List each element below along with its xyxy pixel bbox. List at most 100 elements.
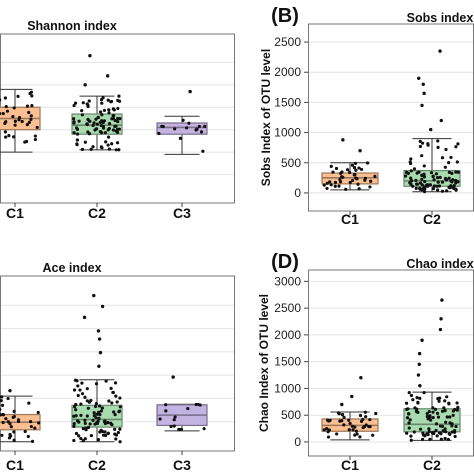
data-point bbox=[435, 434, 439, 438]
outlier-point bbox=[82, 315, 87, 320]
data-point bbox=[87, 99, 91, 103]
data-point bbox=[178, 136, 183, 141]
data-point bbox=[97, 410, 101, 414]
data-point bbox=[29, 90, 34, 94]
data-point bbox=[428, 415, 432, 419]
data-point bbox=[94, 127, 99, 131]
data-point bbox=[179, 427, 184, 431]
outlier-point bbox=[417, 76, 421, 80]
data-point bbox=[437, 184, 442, 188]
data-point bbox=[409, 169, 413, 173]
data-point bbox=[6, 396, 10, 401]
data-point bbox=[436, 139, 440, 143]
data-point bbox=[443, 436, 447, 441]
data-point bbox=[334, 166, 339, 171]
data-point bbox=[0, 403, 5, 407]
y-tick-label: 1500 bbox=[274, 355, 301, 369]
data-point bbox=[115, 130, 120, 134]
data-point bbox=[79, 402, 83, 406]
category-label: C1 bbox=[341, 211, 359, 227]
data-point bbox=[328, 180, 332, 184]
data-point bbox=[420, 177, 424, 181]
data-point bbox=[11, 115, 15, 119]
data-point bbox=[447, 170, 451, 174]
data-point bbox=[117, 127, 121, 131]
outlier-point bbox=[350, 394, 354, 399]
outlier-point bbox=[418, 384, 422, 388]
data-point bbox=[454, 188, 458, 192]
data-point bbox=[99, 98, 104, 102]
data-point bbox=[431, 406, 435, 410]
data-point bbox=[358, 413, 363, 418]
data-point bbox=[12, 135, 16, 139]
outlier-point bbox=[420, 103, 424, 108]
data-point bbox=[454, 424, 458, 429]
data-point bbox=[448, 186, 452, 190]
data-point bbox=[203, 124, 207, 129]
data-point bbox=[347, 428, 351, 432]
data-point bbox=[75, 142, 79, 146]
data-point bbox=[438, 175, 442, 179]
data-point bbox=[444, 147, 448, 152]
data-point bbox=[409, 393, 414, 398]
data-point bbox=[107, 147, 112, 151]
data-point bbox=[445, 415, 449, 419]
data-point bbox=[9, 425, 13, 429]
data-point bbox=[116, 106, 120, 111]
data-point bbox=[4, 135, 8, 139]
data-point bbox=[447, 401, 451, 405]
data-point bbox=[29, 424, 33, 429]
data-point bbox=[100, 146, 104, 150]
data-point bbox=[185, 126, 189, 130]
outlier-point bbox=[417, 362, 421, 367]
data-point bbox=[0, 112, 2, 116]
data-point bbox=[325, 186, 329, 191]
category-label: C2 bbox=[88, 205, 106, 221]
data-point bbox=[455, 401, 459, 405]
data-point bbox=[112, 108, 116, 112]
data-point bbox=[456, 180, 460, 184]
data-point bbox=[0, 98, 2, 102]
outlier-point bbox=[438, 49, 442, 53]
data-point bbox=[91, 418, 95, 422]
outlier-point bbox=[100, 304, 105, 309]
outlier-point bbox=[83, 83, 87, 87]
data-point bbox=[456, 405, 460, 409]
data-point bbox=[103, 131, 108, 135]
data-point bbox=[429, 171, 434, 175]
data-point bbox=[12, 409, 16, 413]
data-point bbox=[434, 428, 438, 433]
data-point bbox=[438, 396, 442, 400]
data-point bbox=[325, 426, 329, 431]
data-point bbox=[443, 409, 447, 413]
data-point bbox=[322, 428, 326, 432]
category-label: C2 bbox=[88, 457, 106, 473]
data-point bbox=[431, 416, 435, 420]
data-point bbox=[169, 424, 173, 429]
data-point bbox=[75, 132, 80, 136]
data-point bbox=[78, 388, 82, 392]
data-point bbox=[340, 419, 344, 423]
data-point bbox=[445, 395, 449, 399]
data-point bbox=[430, 431, 434, 435]
data-point bbox=[412, 167, 417, 171]
data-point bbox=[98, 120, 102, 124]
data-point bbox=[100, 113, 104, 117]
plot-frame bbox=[0, 275, 235, 452]
outlier-point bbox=[438, 327, 443, 332]
data-point bbox=[23, 140, 27, 144]
data-point bbox=[404, 170, 409, 174]
outlier-point bbox=[421, 82, 425, 87]
data-point bbox=[80, 392, 85, 396]
data-point bbox=[33, 137, 38, 142]
data-point bbox=[77, 119, 81, 123]
data-point bbox=[75, 138, 79, 142]
data-point bbox=[454, 170, 458, 174]
y-tick-label: 500 bbox=[281, 408, 301, 422]
data-point bbox=[23, 429, 27, 434]
data-point bbox=[450, 424, 454, 428]
data-point bbox=[17, 115, 22, 120]
data-point bbox=[97, 404, 102, 408]
data-point bbox=[95, 421, 100, 426]
data-point bbox=[107, 108, 111, 112]
